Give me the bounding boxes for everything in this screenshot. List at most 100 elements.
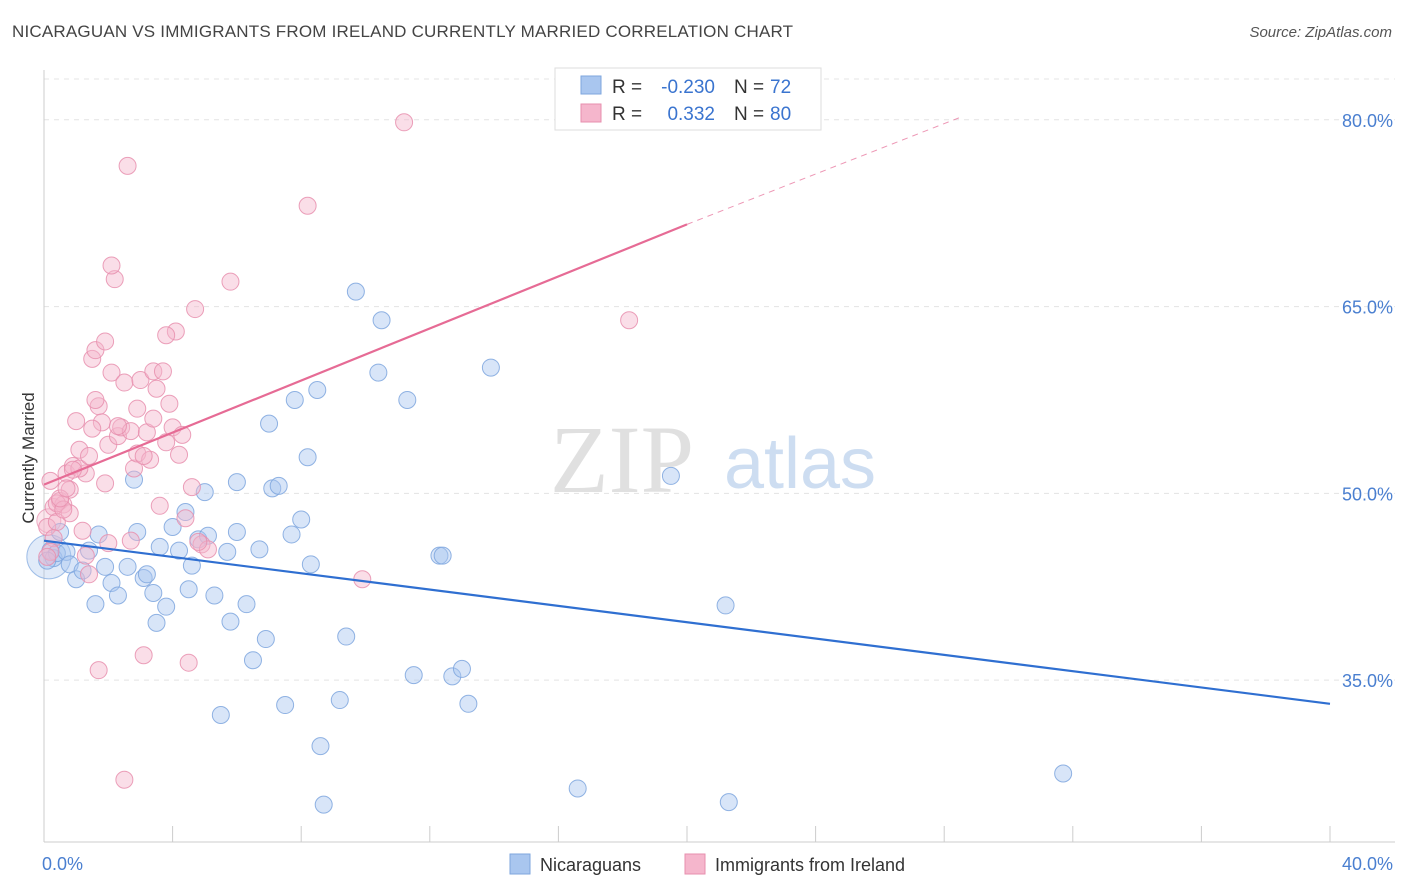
data-point: [108, 586, 127, 605]
legend-label-ireland: Immigrants from Ireland: [715, 855, 905, 875]
data-point: [170, 445, 189, 464]
data-point: [211, 705, 230, 724]
series-legend: Nicaraguans Immigrants from Ireland: [509, 853, 905, 875]
data-point: [102, 363, 121, 382]
data-point: [147, 613, 166, 632]
data-point: [96, 557, 115, 576]
data-point: [1054, 764, 1073, 783]
data-point: [719, 793, 738, 812]
data-point: [314, 795, 333, 814]
data-point: [80, 565, 99, 584]
data-point: [282, 525, 301, 544]
data-point: [716, 596, 735, 615]
stats-n-label-2: N =: [734, 104, 764, 125]
data-point: [227, 473, 246, 492]
stats-r-value-2: 0.332: [667, 104, 715, 125]
data-point: [118, 156, 137, 175]
data-point: [147, 379, 166, 398]
data-point: [250, 540, 269, 559]
data-point: [276, 696, 295, 715]
data-point: [76, 546, 95, 565]
data-point: [150, 537, 169, 556]
trend-line: [43, 223, 688, 486]
data-point: [128, 399, 147, 418]
data-point: [83, 419, 102, 438]
data-point: [80, 447, 99, 465]
y-tick-label: 80.0%: [1342, 111, 1393, 131]
trend-line-extension: [686, 116, 961, 225]
trend-line: [43, 539, 1331, 705]
data-point: [372, 311, 391, 330]
stats-r-label-2: R =: [612, 104, 642, 125]
data-point: [115, 770, 134, 789]
axis-layer: 80.0% 65.0% 50.0% 35.0% 0.0% 40.0%: [42, 70, 1395, 874]
stats-swatch-ireland: [580, 103, 602, 123]
data-point: [256, 630, 275, 649]
data-point: [186, 300, 205, 319]
stats-r-value-1: -0.230: [661, 77, 715, 98]
data-point: [285, 390, 304, 409]
grid-layer: [44, 78, 1395, 681]
data-point: [346, 282, 365, 301]
data-point: [198, 540, 217, 559]
data-point: [108, 417, 127, 436]
data-point: [157, 326, 176, 345]
data-point: [337, 627, 356, 646]
data-point: [182, 556, 201, 575]
data-point: [301, 555, 320, 574]
data-point: [51, 489, 70, 508]
x-tick-label: 0.0%: [42, 854, 83, 874]
data-point: [131, 371, 150, 390]
data-point: [89, 661, 108, 680]
stats-swatch-nicaraguans: [580, 75, 602, 95]
data-point: [144, 583, 163, 602]
source-label: Source: ZipAtlas.com: [1249, 24, 1392, 41]
y-tick-label: 65.0%: [1342, 298, 1393, 318]
data-point: [134, 447, 153, 465]
data-point: [179, 580, 198, 599]
data-point: [170, 541, 189, 560]
data-point: [121, 531, 140, 550]
data-point: [47, 544, 66, 563]
data-point: [67, 412, 86, 431]
trend-layer: [43, 116, 1331, 705]
data-point: [269, 476, 288, 495]
data-point: [298, 196, 317, 215]
data-point: [205, 586, 224, 605]
data-point: [218, 542, 237, 561]
data-point: [308, 381, 327, 400]
data-point: [221, 272, 240, 291]
legend-swatch-nicaraguans: [509, 853, 531, 875]
data-point: [330, 691, 349, 710]
data-point: [86, 595, 105, 614]
y-tick-label: 35.0%: [1342, 671, 1393, 691]
data-point: [38, 547, 57, 566]
data-point: [115, 373, 134, 392]
data-point: [144, 362, 163, 381]
data-point: [369, 363, 388, 382]
stats-legend: R = -0.230 N = 72 R = 0.332 N = 80: [554, 67, 822, 131]
legend-label-nicaraguans: Nicaraguans: [540, 855, 641, 875]
data-point: [243, 651, 262, 670]
data-point: [404, 666, 423, 685]
data-point: [86, 390, 105, 409]
data-point: [160, 394, 179, 413]
data-point: [157, 597, 176, 616]
legend-swatch-ireland: [684, 853, 706, 875]
data-point: [41, 542, 60, 561]
data-point: [661, 466, 680, 485]
points-layer: [26, 113, 1073, 814]
data-point: [96, 332, 115, 351]
data-point: [73, 521, 92, 540]
data-point: [153, 362, 172, 381]
data-point: [395, 113, 414, 132]
data-point: [176, 503, 195, 522]
data-point: [102, 256, 121, 275]
data-point: [459, 694, 478, 713]
data-point: [398, 390, 417, 409]
y-tick-label: 50.0%: [1342, 484, 1393, 504]
watermark-atlas: atlas: [724, 424, 876, 504]
data-point: [125, 459, 144, 478]
data-point: [298, 448, 317, 467]
